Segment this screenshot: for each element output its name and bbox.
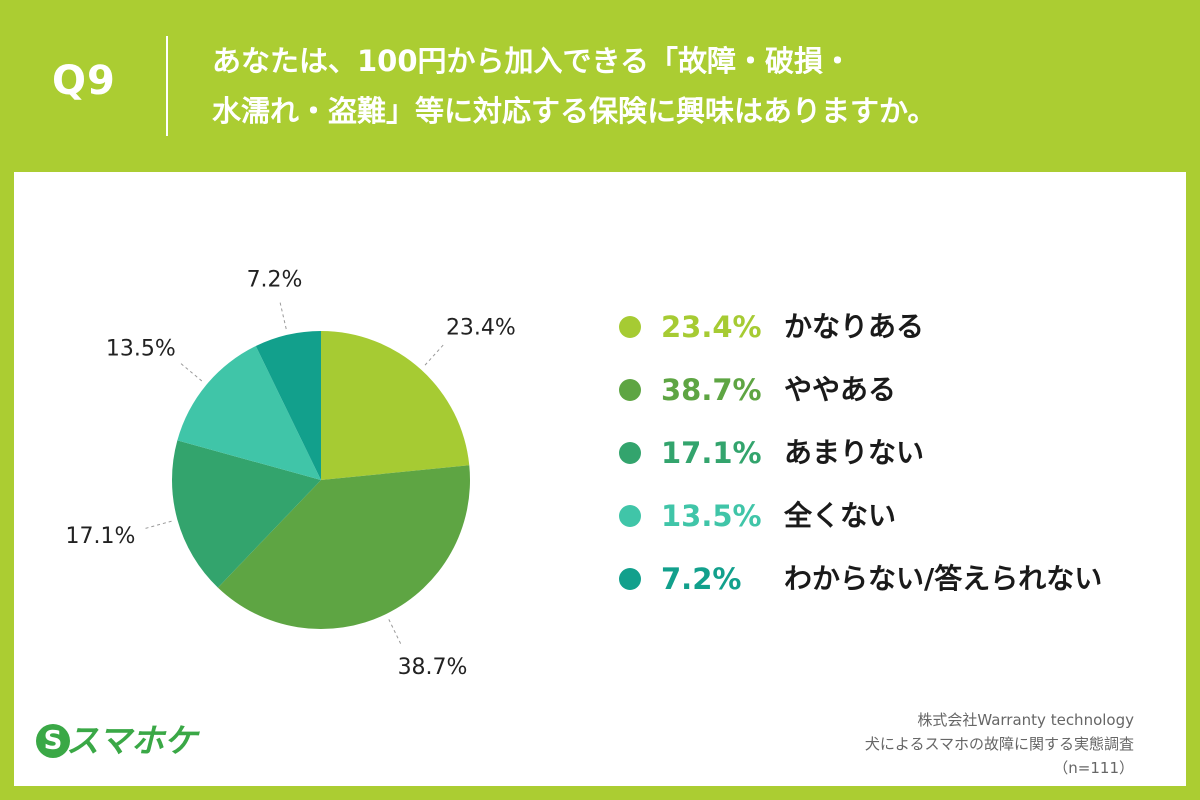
legend-dot-icon bbox=[619, 316, 641, 338]
legend-dot-icon bbox=[619, 568, 641, 590]
slice-label-3: 13.5% bbox=[106, 337, 176, 362]
question-text: あなたは、100円から加入できる「故障・破損・ 水濡れ・盗難」等に対応する保険に… bbox=[212, 36, 1172, 136]
legend-percentage: 7.2% bbox=[661, 562, 742, 596]
source-line-2: 犬によるスマホの故障に関する実態調査 bbox=[864, 735, 1134, 753]
source-note: 株式会社Warranty technology 犬によるスマホの故障に関する実態… bbox=[865, 708, 1134, 780]
slice-label-1: 38.7% bbox=[398, 655, 468, 680]
legend-percentage: 17.1% bbox=[661, 436, 762, 470]
source-line-3: （n=111） bbox=[1053, 759, 1134, 777]
source-line-1: 株式会社Warranty technology bbox=[917, 711, 1134, 729]
slice-label-2: 17.1% bbox=[66, 524, 136, 549]
logo-text: スマホケ bbox=[66, 721, 198, 760]
leader-line-4 bbox=[279, 301, 287, 330]
pie-slice-3 bbox=[177, 346, 321, 480]
slice-label-0: 23.4% bbox=[446, 316, 516, 341]
header-divider bbox=[166, 36, 168, 136]
question-line-2: 水濡れ・盗難」等に対応する保険に興味はありますか。 bbox=[212, 94, 937, 128]
pie-slice-1 bbox=[217, 465, 470, 630]
question-number: Q9 bbox=[52, 58, 116, 104]
header: Q9 あなたは、100円から加入できる「故障・破損・ 水濡れ・盗難」等に対応する… bbox=[0, 0, 1200, 170]
question-line-1: あなたは、100円から加入できる「故障・破損・ bbox=[212, 44, 852, 78]
pie-slice-0 bbox=[321, 331, 470, 480]
legend-percentage: 13.5% bbox=[661, 499, 762, 533]
pie-chart: 23.4% 38.7% 17.1% 13.5% 7.2% bbox=[66, 267, 516, 680]
leader-line-1 bbox=[388, 619, 402, 645]
legend-label: わからない/答えられない bbox=[784, 562, 1103, 595]
pie-slice-2 bbox=[171, 440, 321, 588]
legend-dot-icon bbox=[619, 505, 641, 527]
leader-line-0 bbox=[424, 344, 445, 366]
legend-percentage: 23.4% bbox=[661, 310, 762, 344]
legend-dot-icon bbox=[619, 379, 641, 401]
legend-label: あまりない bbox=[784, 436, 925, 469]
legend-percentage: 38.7% bbox=[661, 373, 762, 407]
chart-panel: 23.4% 38.7% 17.1% 13.5% 7.2% 23.4% かなりある 38.7%… bbox=[14, 172, 1186, 786]
logo-mark-icon: S bbox=[36, 724, 70, 758]
slice-label-4: 7.2% bbox=[247, 267, 303, 292]
legend-label: かなりある bbox=[784, 310, 925, 343]
legend-dot-icon bbox=[619, 442, 641, 464]
legend-label: ややある bbox=[784, 373, 897, 406]
legend-label: 全くない bbox=[784, 499, 897, 532]
leader-line-3 bbox=[179, 362, 203, 382]
pie-slice-4 bbox=[255, 331, 321, 480]
leader-line-2 bbox=[144, 520, 172, 530]
